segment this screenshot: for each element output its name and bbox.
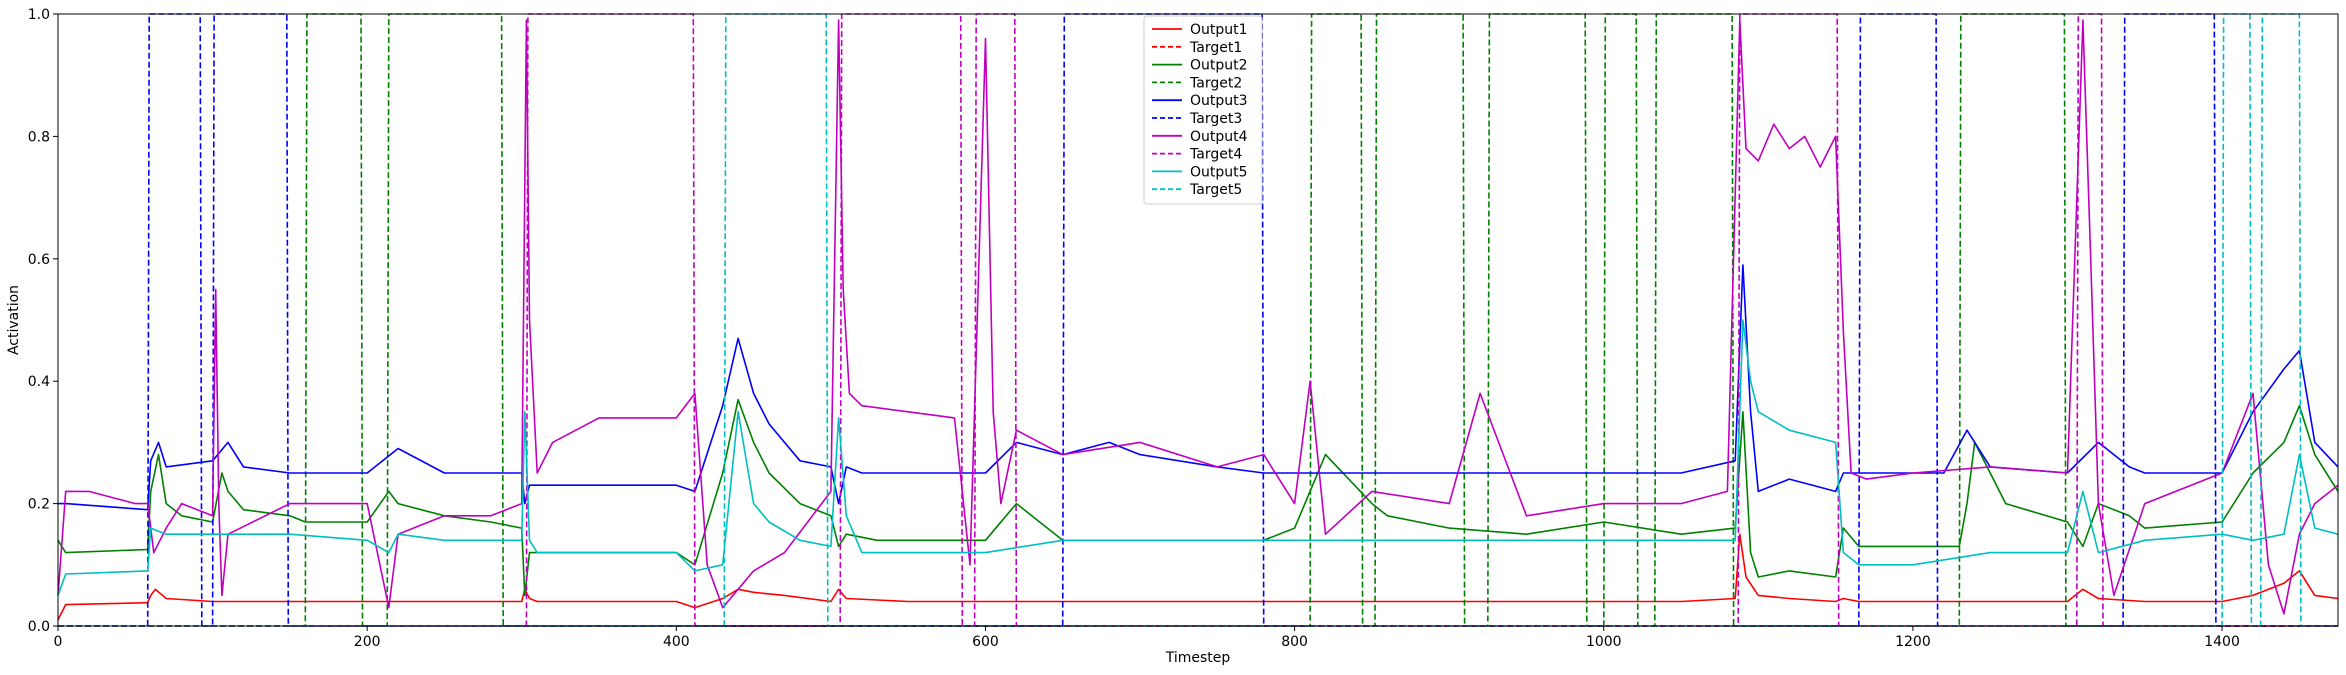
legend-entry: Output4 (1190, 129, 1248, 145)
series-line-output5 (57, 319, 2339, 596)
x-tick-label: 800 (1281, 634, 1308, 650)
x-axis: 0 200 400 600 800 1000 1200 1400 (54, 626, 2240, 650)
legend-entry: Output3 (1190, 93, 1248, 109)
y-tick-label: 0.2 (28, 497, 50, 513)
plot-frame (57, 13, 2339, 627)
x-axis-label: Timestep (1165, 650, 1231, 666)
x-tick-label: 1400 (2204, 634, 2240, 650)
x-tick-label: 1200 (1895, 634, 1931, 650)
y-tick-label: 0.4 (28, 374, 50, 390)
x-tick-label: 0 (54, 634, 63, 650)
legend-entry: Output1 (1190, 22, 1248, 38)
series-line-output1 (57, 533, 2339, 621)
x-tick-label: 200 (354, 634, 381, 650)
x-tick-label: 400 (663, 634, 690, 650)
series-line-target3 (58, 13, 2338, 627)
x-tick-label: 600 (972, 634, 999, 650)
legend-box (1143, 15, 1263, 205)
y-tick-label: 0.6 (28, 252, 50, 268)
y-tick-label: 0.8 (28, 129, 50, 145)
x-tick-label: 1000 (1586, 634, 1622, 650)
legend-entry: Target3 (1189, 111, 1242, 127)
series-line-output4 (57, 19, 2339, 615)
y-tick-label: 0.0 (28, 619, 50, 635)
legend-entry: Target1 (1189, 40, 1242, 56)
y-axis: 0.0 0.2 0.4 0.6 0.8 1.0 (28, 7, 58, 635)
legend-entry: Target5 (1189, 182, 1242, 198)
legend-entry: Output5 (1190, 164, 1248, 180)
legend-entry: Target2 (1189, 75, 1242, 91)
y-axis-label: Activation (6, 285, 22, 355)
legend-entry: Target4 (1189, 147, 1242, 163)
legend-entry: Output2 (1190, 58, 1248, 74)
y-tick-label: 1.0 (28, 7, 50, 23)
